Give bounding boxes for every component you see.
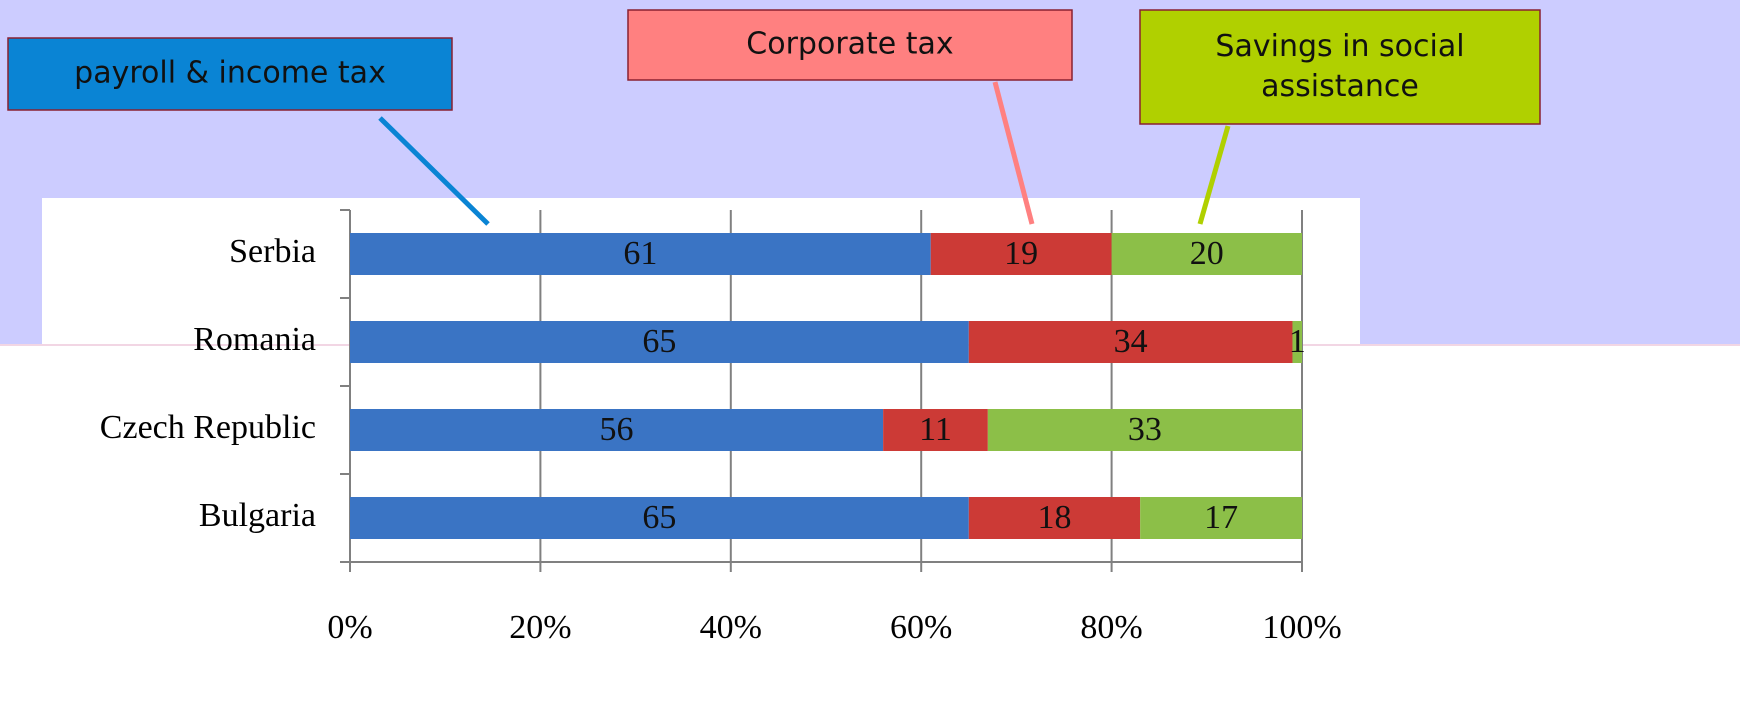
bar-segment bbox=[350, 233, 931, 275]
legend-label: Corporate tax bbox=[746, 27, 953, 62]
legend-label: payroll & income tax bbox=[74, 56, 386, 91]
value-label: 17 bbox=[1204, 499, 1238, 536]
legend-label-line: assistance bbox=[1261, 69, 1419, 104]
legend-label-line: Savings in social bbox=[1215, 29, 1464, 64]
category-label: Bulgaria bbox=[199, 497, 316, 534]
category-label: Czech Republic bbox=[100, 409, 316, 446]
legend-box bbox=[627, 9, 1073, 81]
bar-segment bbox=[1140, 497, 1302, 539]
x-tick-label: 60% bbox=[890, 609, 952, 646]
x-tick-label: 40% bbox=[700, 609, 762, 646]
legend-label: Savings in social assistance bbox=[1215, 29, 1464, 104]
bar-segment bbox=[350, 321, 969, 363]
category-label: Romania bbox=[193, 321, 316, 358]
value-label: 34 bbox=[1114, 323, 1148, 360]
value-label: 56 bbox=[600, 411, 634, 448]
x-tick-label: 80% bbox=[1080, 609, 1142, 646]
value-label: 18 bbox=[1037, 499, 1071, 536]
legend-box bbox=[1139, 9, 1541, 125]
value-label: 1 bbox=[1289, 323, 1306, 360]
x-tick-label: 20% bbox=[509, 609, 571, 646]
value-label: 20 bbox=[1190, 235, 1224, 272]
bar-segment bbox=[930, 233, 1112, 275]
bar-segment bbox=[883, 409, 988, 451]
legend-callout bbox=[1197, 125, 1231, 225]
value-label: 19 bbox=[1004, 235, 1038, 272]
x-tick-label: 0% bbox=[327, 609, 372, 646]
category-label: Serbia bbox=[229, 233, 316, 270]
value-label: 61 bbox=[623, 235, 657, 272]
bar-segment bbox=[968, 321, 1293, 363]
bar-segment bbox=[350, 409, 884, 451]
legend-callout bbox=[378, 116, 490, 226]
value-label: 65 bbox=[642, 323, 676, 360]
bar-segment bbox=[1111, 233, 1302, 275]
legend-box bbox=[7, 37, 453, 111]
x-tick-label: 100% bbox=[1262, 609, 1341, 646]
bar-segment bbox=[350, 497, 969, 539]
legend-callout bbox=[992, 81, 1035, 225]
bar-segment bbox=[987, 409, 1302, 451]
value-label: 65 bbox=[642, 499, 676, 536]
value-label: 33 bbox=[1128, 411, 1162, 448]
value-label: 11 bbox=[919, 411, 952, 448]
bar-segment bbox=[1292, 321, 1302, 363]
bar-segment bbox=[968, 497, 1141, 539]
